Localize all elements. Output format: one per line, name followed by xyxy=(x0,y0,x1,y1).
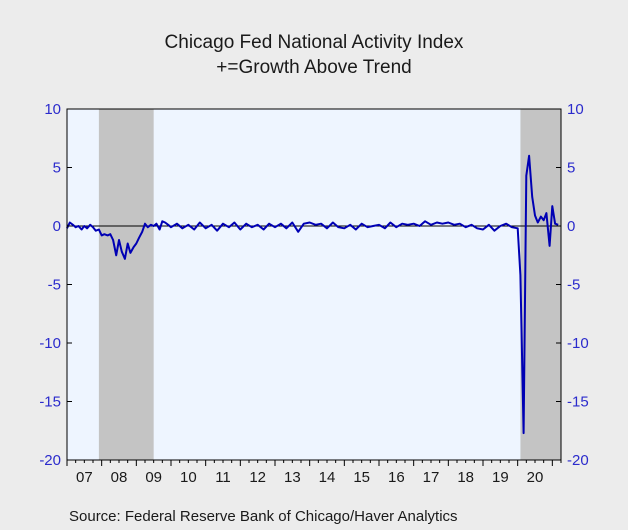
x-tick-label: 13 xyxy=(284,469,301,486)
y-tick-label-left: -10 xyxy=(39,335,61,352)
y-tick-label-right: 0 xyxy=(567,218,575,235)
source-note: Source: Federal Reserve Bank of Chicago/… xyxy=(69,508,458,525)
x-tick-label: 16 xyxy=(388,469,405,486)
axis-layer: 10 10 5 5 0 0 -5 -5 -10 -10 -15 -15 -20 -20 07 08 09 10 11… xyxy=(39,101,588,486)
x-tick-label: 07 xyxy=(76,469,93,486)
x-tick-label: 14 xyxy=(319,469,336,486)
x-tick-label: 20 xyxy=(527,469,544,486)
x-tick-label: 09 xyxy=(145,469,162,486)
y-tick-label-right: -10 xyxy=(567,335,589,352)
recession-shading xyxy=(98,109,561,460)
series-layer xyxy=(66,154,559,435)
recession-band xyxy=(520,109,561,460)
x-tick-label: 17 xyxy=(423,469,440,486)
y-tick-label-left: -20 xyxy=(39,452,61,469)
y-tick-label-left: -5 xyxy=(48,277,61,294)
x-tick-label: 11 xyxy=(215,469,231,486)
x-tick-label: 12 xyxy=(249,469,266,486)
chart-title: Chicago Fed National Activity Index xyxy=(164,32,464,53)
recession-band xyxy=(98,109,154,460)
x-tick-label: 10 xyxy=(180,469,197,486)
y-tick-label-left: 10 xyxy=(44,101,61,118)
x-tick-label: 19 xyxy=(492,469,509,486)
y-tick-label-right: -20 xyxy=(567,452,589,469)
x-tick-label: 08 xyxy=(111,469,128,486)
y-tick-label-left: 0 xyxy=(53,218,61,235)
y-tick-label-right: 5 xyxy=(567,160,575,177)
x-tick-label: 15 xyxy=(353,469,370,486)
y-tick-label-right: -5 xyxy=(567,277,580,294)
y-tick-label-right: 10 xyxy=(567,101,584,118)
y-tick-label-left: -15 xyxy=(39,394,61,411)
y-tick-label-left: 5 xyxy=(53,160,61,177)
series-line xyxy=(66,154,559,435)
y-tick-label-right: -15 xyxy=(567,394,589,411)
x-tick-label: 18 xyxy=(457,469,474,486)
chart-subtitle: +=Growth Above Trend xyxy=(216,57,412,78)
